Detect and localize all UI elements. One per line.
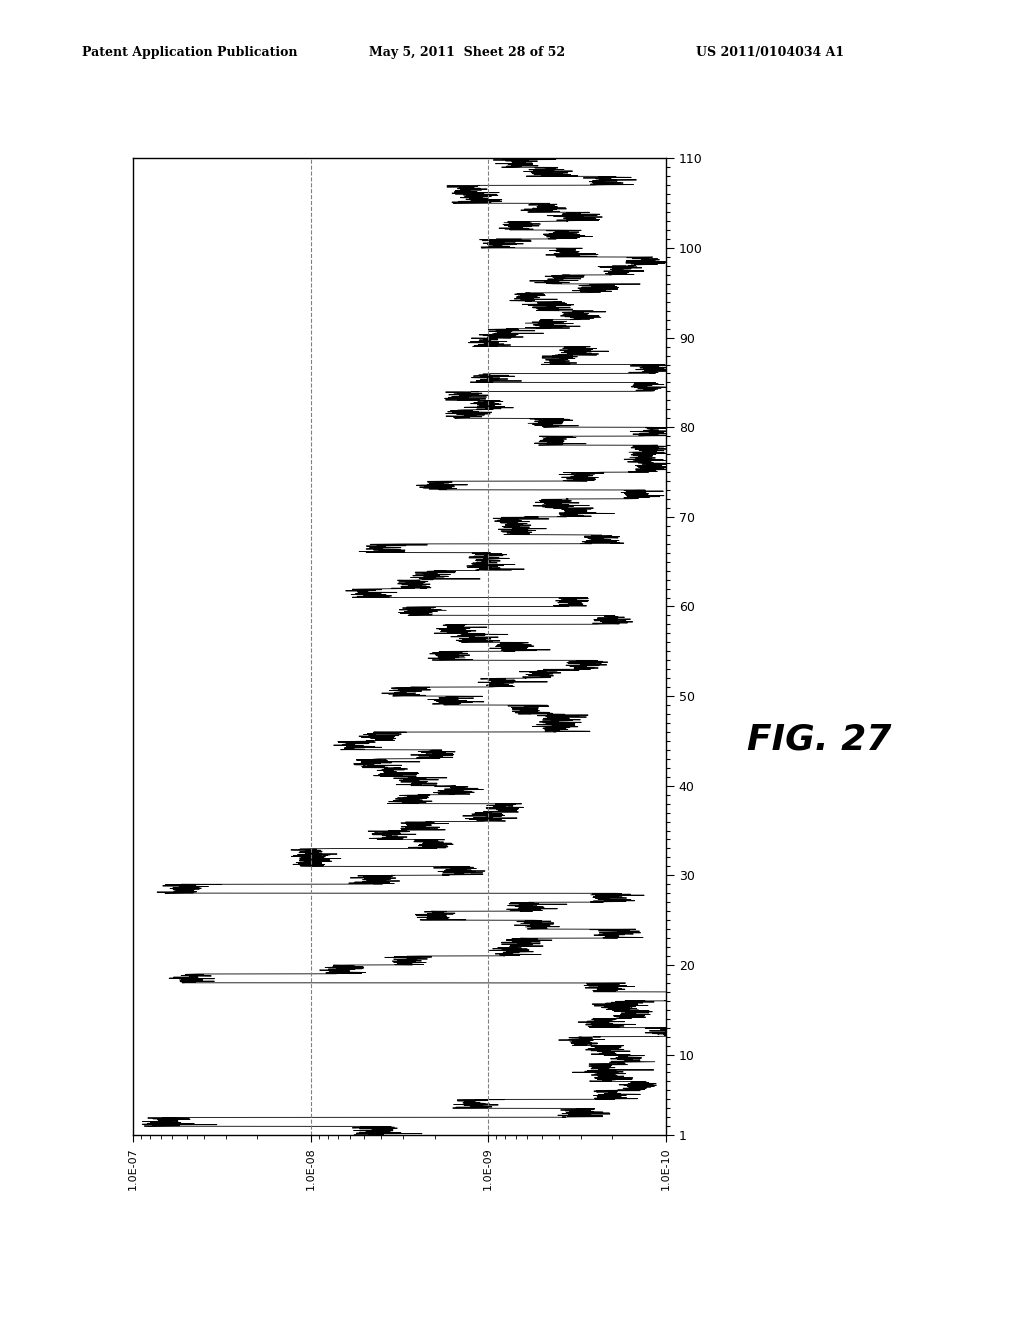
- Text: FIG. 27: FIG. 27: [748, 722, 891, 756]
- Text: US 2011/0104034 A1: US 2011/0104034 A1: [696, 46, 845, 59]
- Text: May 5, 2011  Sheet 28 of 52: May 5, 2011 Sheet 28 of 52: [369, 46, 565, 59]
- Text: Patent Application Publication: Patent Application Publication: [82, 46, 297, 59]
